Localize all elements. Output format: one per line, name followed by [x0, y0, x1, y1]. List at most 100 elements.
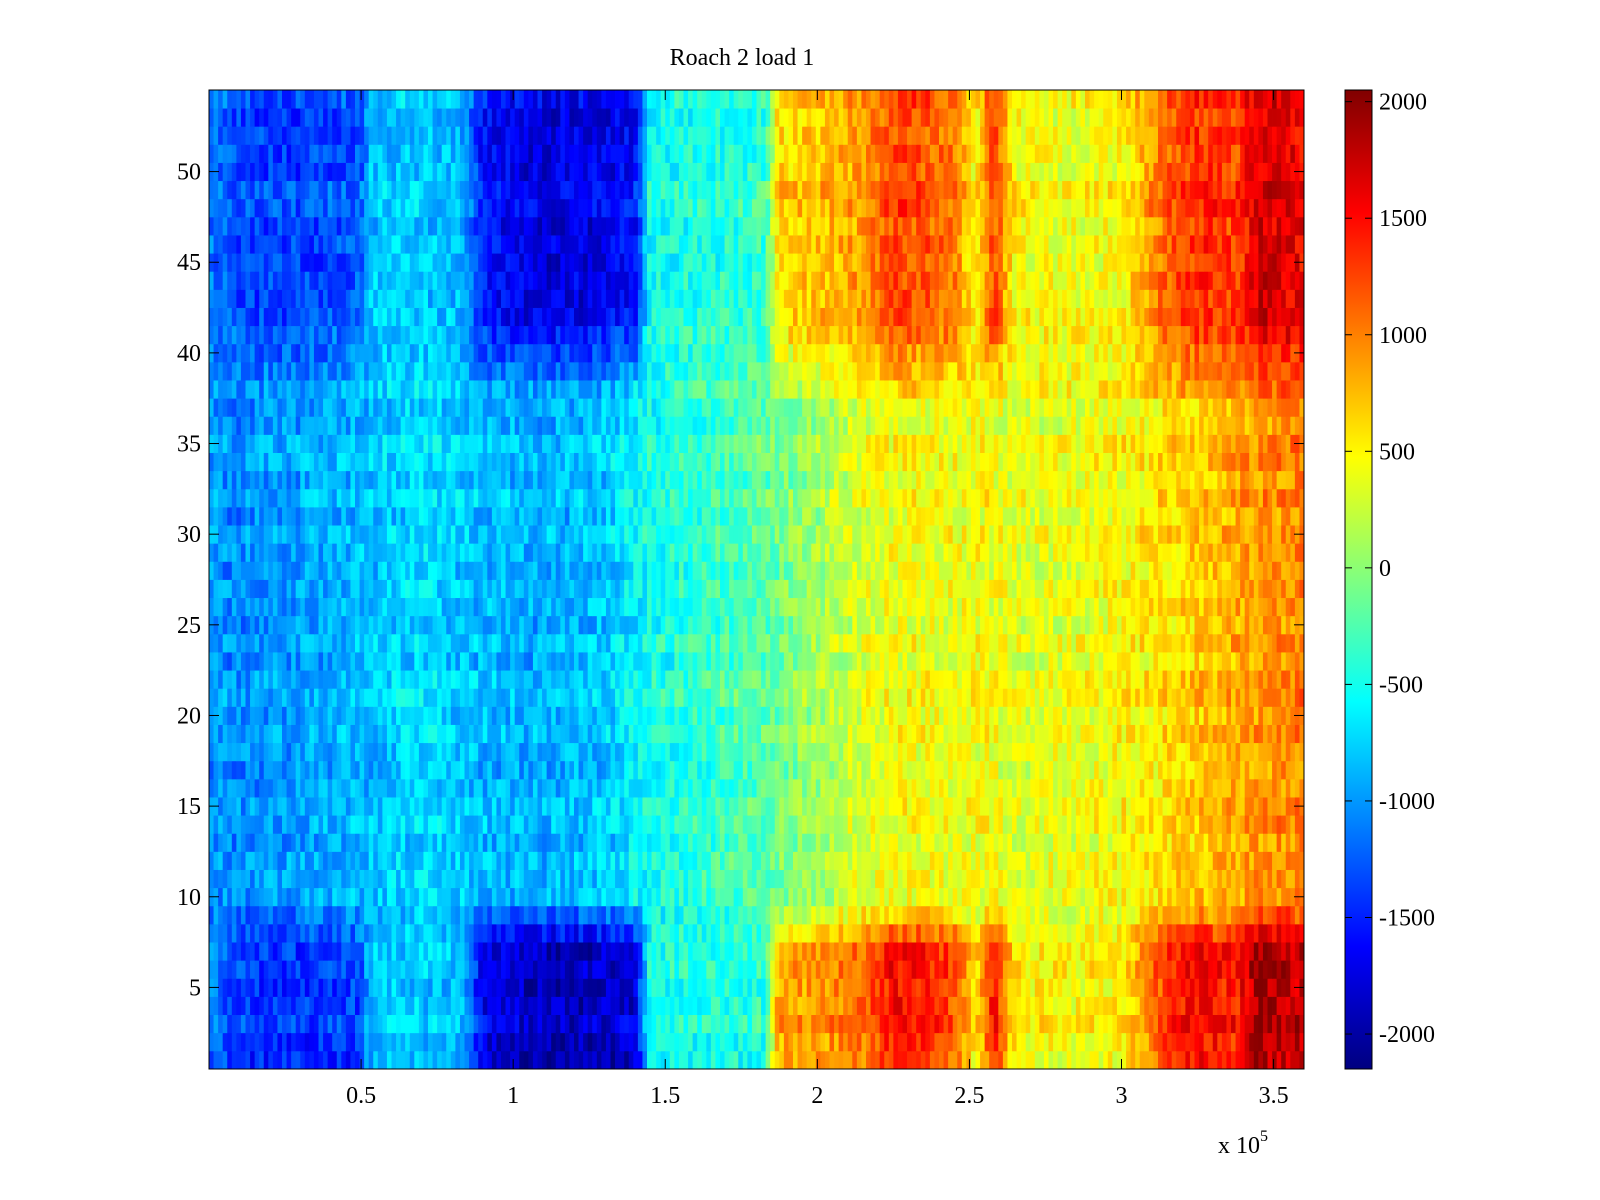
- heatmap-cell: [327, 778, 333, 798]
- heatmap-cell: [856, 869, 862, 889]
- heatmap-cell: [405, 851, 411, 870]
- heatmap-cell: [710, 815, 716, 834]
- heatmap-cell: [1244, 923, 1250, 943]
- heatmap-cell: [218, 923, 224, 943]
- heatmap-cell: [637, 851, 643, 870]
- heatmap-cell: [532, 760, 538, 780]
- heatmap-cell: [1039, 923, 1045, 943]
- heatmap-cell: [418, 797, 424, 816]
- heatmap-cell: [729, 815, 735, 834]
- heatmap-cell: [1221, 706, 1227, 725]
- heatmap-cell: [934, 724, 940, 744]
- heatmap-cell: [345, 706, 351, 725]
- heatmap-cell: [519, 1050, 525, 1070]
- heatmap-cell: [1253, 887, 1259, 907]
- heatmap-cell: [742, 760, 748, 780]
- heatmap-cell: [432, 797, 438, 816]
- heatmap-cell: [1121, 797, 1127, 816]
- heatmap-cell: [464, 923, 470, 943]
- heatmap-cell: [897, 760, 903, 780]
- heatmap-cell: [647, 778, 652, 798]
- heatmap-cell: [596, 1032, 602, 1052]
- heatmap-cell: [555, 887, 561, 907]
- heatmap-cell: [1276, 815, 1282, 834]
- heatmap-cell: [222, 706, 228, 725]
- heatmap-cell: [1167, 778, 1173, 798]
- heatmap-cell: [245, 815, 251, 834]
- heatmap-cell: [254, 797, 260, 816]
- heatmap-cell: [336, 815, 342, 834]
- heatmap-cell: [774, 1014, 780, 1034]
- heatmap-cell: [989, 706, 995, 725]
- heatmap-cell: [916, 1032, 922, 1052]
- heatmap-cell: [555, 942, 561, 961]
- heatmap-cell: [724, 797, 730, 816]
- heatmap-cell: [1212, 869, 1218, 889]
- heatmap-cell: [733, 869, 739, 889]
- heatmap-cell: [1021, 724, 1027, 744]
- heatmap-cell: [847, 815, 853, 834]
- heatmap-cell: [272, 706, 278, 725]
- heatmap-cell: [948, 887, 954, 907]
- heatmap-cell: [323, 1014, 329, 1034]
- heatmap-cell: [286, 833, 292, 852]
- heatmap-cell: [834, 833, 840, 852]
- heatmap-cell: [327, 724, 333, 744]
- heatmap-cell: [720, 706, 725, 725]
- heatmap-cell: [236, 706, 242, 725]
- heatmap-cell: [300, 778, 306, 798]
- heatmap-cell: [628, 815, 634, 834]
- heatmap-cell: [441, 905, 447, 925]
- heatmap-cell: [218, 688, 224, 707]
- heatmap-cell: [970, 1032, 976, 1052]
- heatmap-cell: [368, 923, 374, 943]
- heatmap-cell: [1240, 851, 1246, 870]
- heatmap-cell: [446, 688, 452, 707]
- heatmap-cell: [359, 797, 365, 816]
- heatmap-cell: [1226, 851, 1232, 870]
- heatmap-cell: [993, 996, 999, 1016]
- heatmap-cell: [879, 1050, 885, 1070]
- heatmap-cell: [669, 1014, 675, 1034]
- heatmap-cell: [564, 905, 570, 925]
- heatmap-cell: [1171, 778, 1177, 798]
- heatmap-cell: [934, 778, 940, 798]
- heatmap-cell: [295, 887, 301, 907]
- heatmap-cell: [1244, 942, 1250, 961]
- heatmap-cell: [875, 833, 881, 852]
- heatmap-cell: [1139, 815, 1145, 834]
- heatmap-cell: [793, 688, 798, 707]
- heatmap-cell: [1158, 797, 1163, 816]
- heatmap-cell: [1285, 706, 1291, 725]
- heatmap-cell: [970, 923, 976, 943]
- heatmap-cell: [811, 869, 817, 889]
- heatmap-cell: [783, 923, 789, 943]
- heatmap-cell: [779, 688, 785, 707]
- heatmap-cell: [1199, 778, 1205, 798]
- heatmap-cell: [1240, 797, 1246, 816]
- heatmap-cell: [1094, 996, 1100, 1016]
- heatmap-cell: [537, 778, 543, 798]
- heatmap-cell: [870, 778, 876, 798]
- heatmap-cell: [236, 778, 242, 798]
- heatmap-cell: [1285, 923, 1291, 943]
- heatmap-cell: [350, 1032, 356, 1052]
- heatmap-cell: [464, 760, 470, 780]
- heatmap-cell: [528, 1032, 534, 1052]
- heatmap-cell: [250, 797, 256, 816]
- heatmap-cell: [231, 923, 237, 943]
- heatmap-cell: [592, 706, 598, 725]
- heatmap-cell: [1199, 996, 1205, 1016]
- heatmap-cell: [286, 869, 292, 889]
- heatmap-cell: [624, 760, 630, 780]
- heatmap-cell: [218, 797, 224, 816]
- heatmap-cell: [665, 851, 671, 870]
- heatmap-cell: [464, 724, 470, 744]
- heatmap-cell: [377, 851, 383, 870]
- heatmap-cell: [245, 887, 251, 907]
- heatmap-cell: [523, 797, 529, 816]
- heatmap-cell: [656, 760, 662, 780]
- heatmap-cell: [952, 905, 958, 925]
- heatmap-cell: [866, 760, 871, 780]
- heatmap-cell: [1294, 742, 1300, 762]
